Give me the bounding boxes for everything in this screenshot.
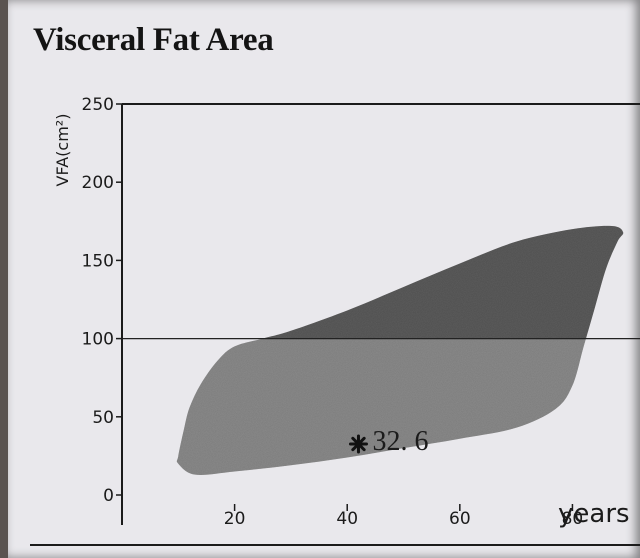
marker-value-label: 32. 6: [372, 426, 428, 457]
x-tick-label: 80: [562, 509, 584, 529]
band-texture: [176, 225, 624, 475]
chart-title: Visceral Fat Area: [33, 22, 274, 58]
reference-range-area: [176, 225, 624, 475]
y-tick-label: 150: [82, 251, 114, 271]
x-tick-label: 60: [449, 509, 471, 529]
x-tick-label: 40: [336, 509, 358, 529]
measurement-marker: [348, 434, 368, 454]
marker-stroke: [351, 436, 366, 452]
y-tick-label: 200: [82, 173, 114, 193]
x-tick-label: 20: [224, 509, 246, 529]
y-tick-label: 0: [103, 486, 114, 506]
y-tick-label: 250: [82, 95, 114, 115]
x-axis-label: years: [558, 499, 630, 529]
y-tick-label: 100: [82, 330, 114, 350]
y-tick-label: 50: [92, 408, 114, 428]
y-axis-label: VFA(cm²): [53, 114, 72, 187]
